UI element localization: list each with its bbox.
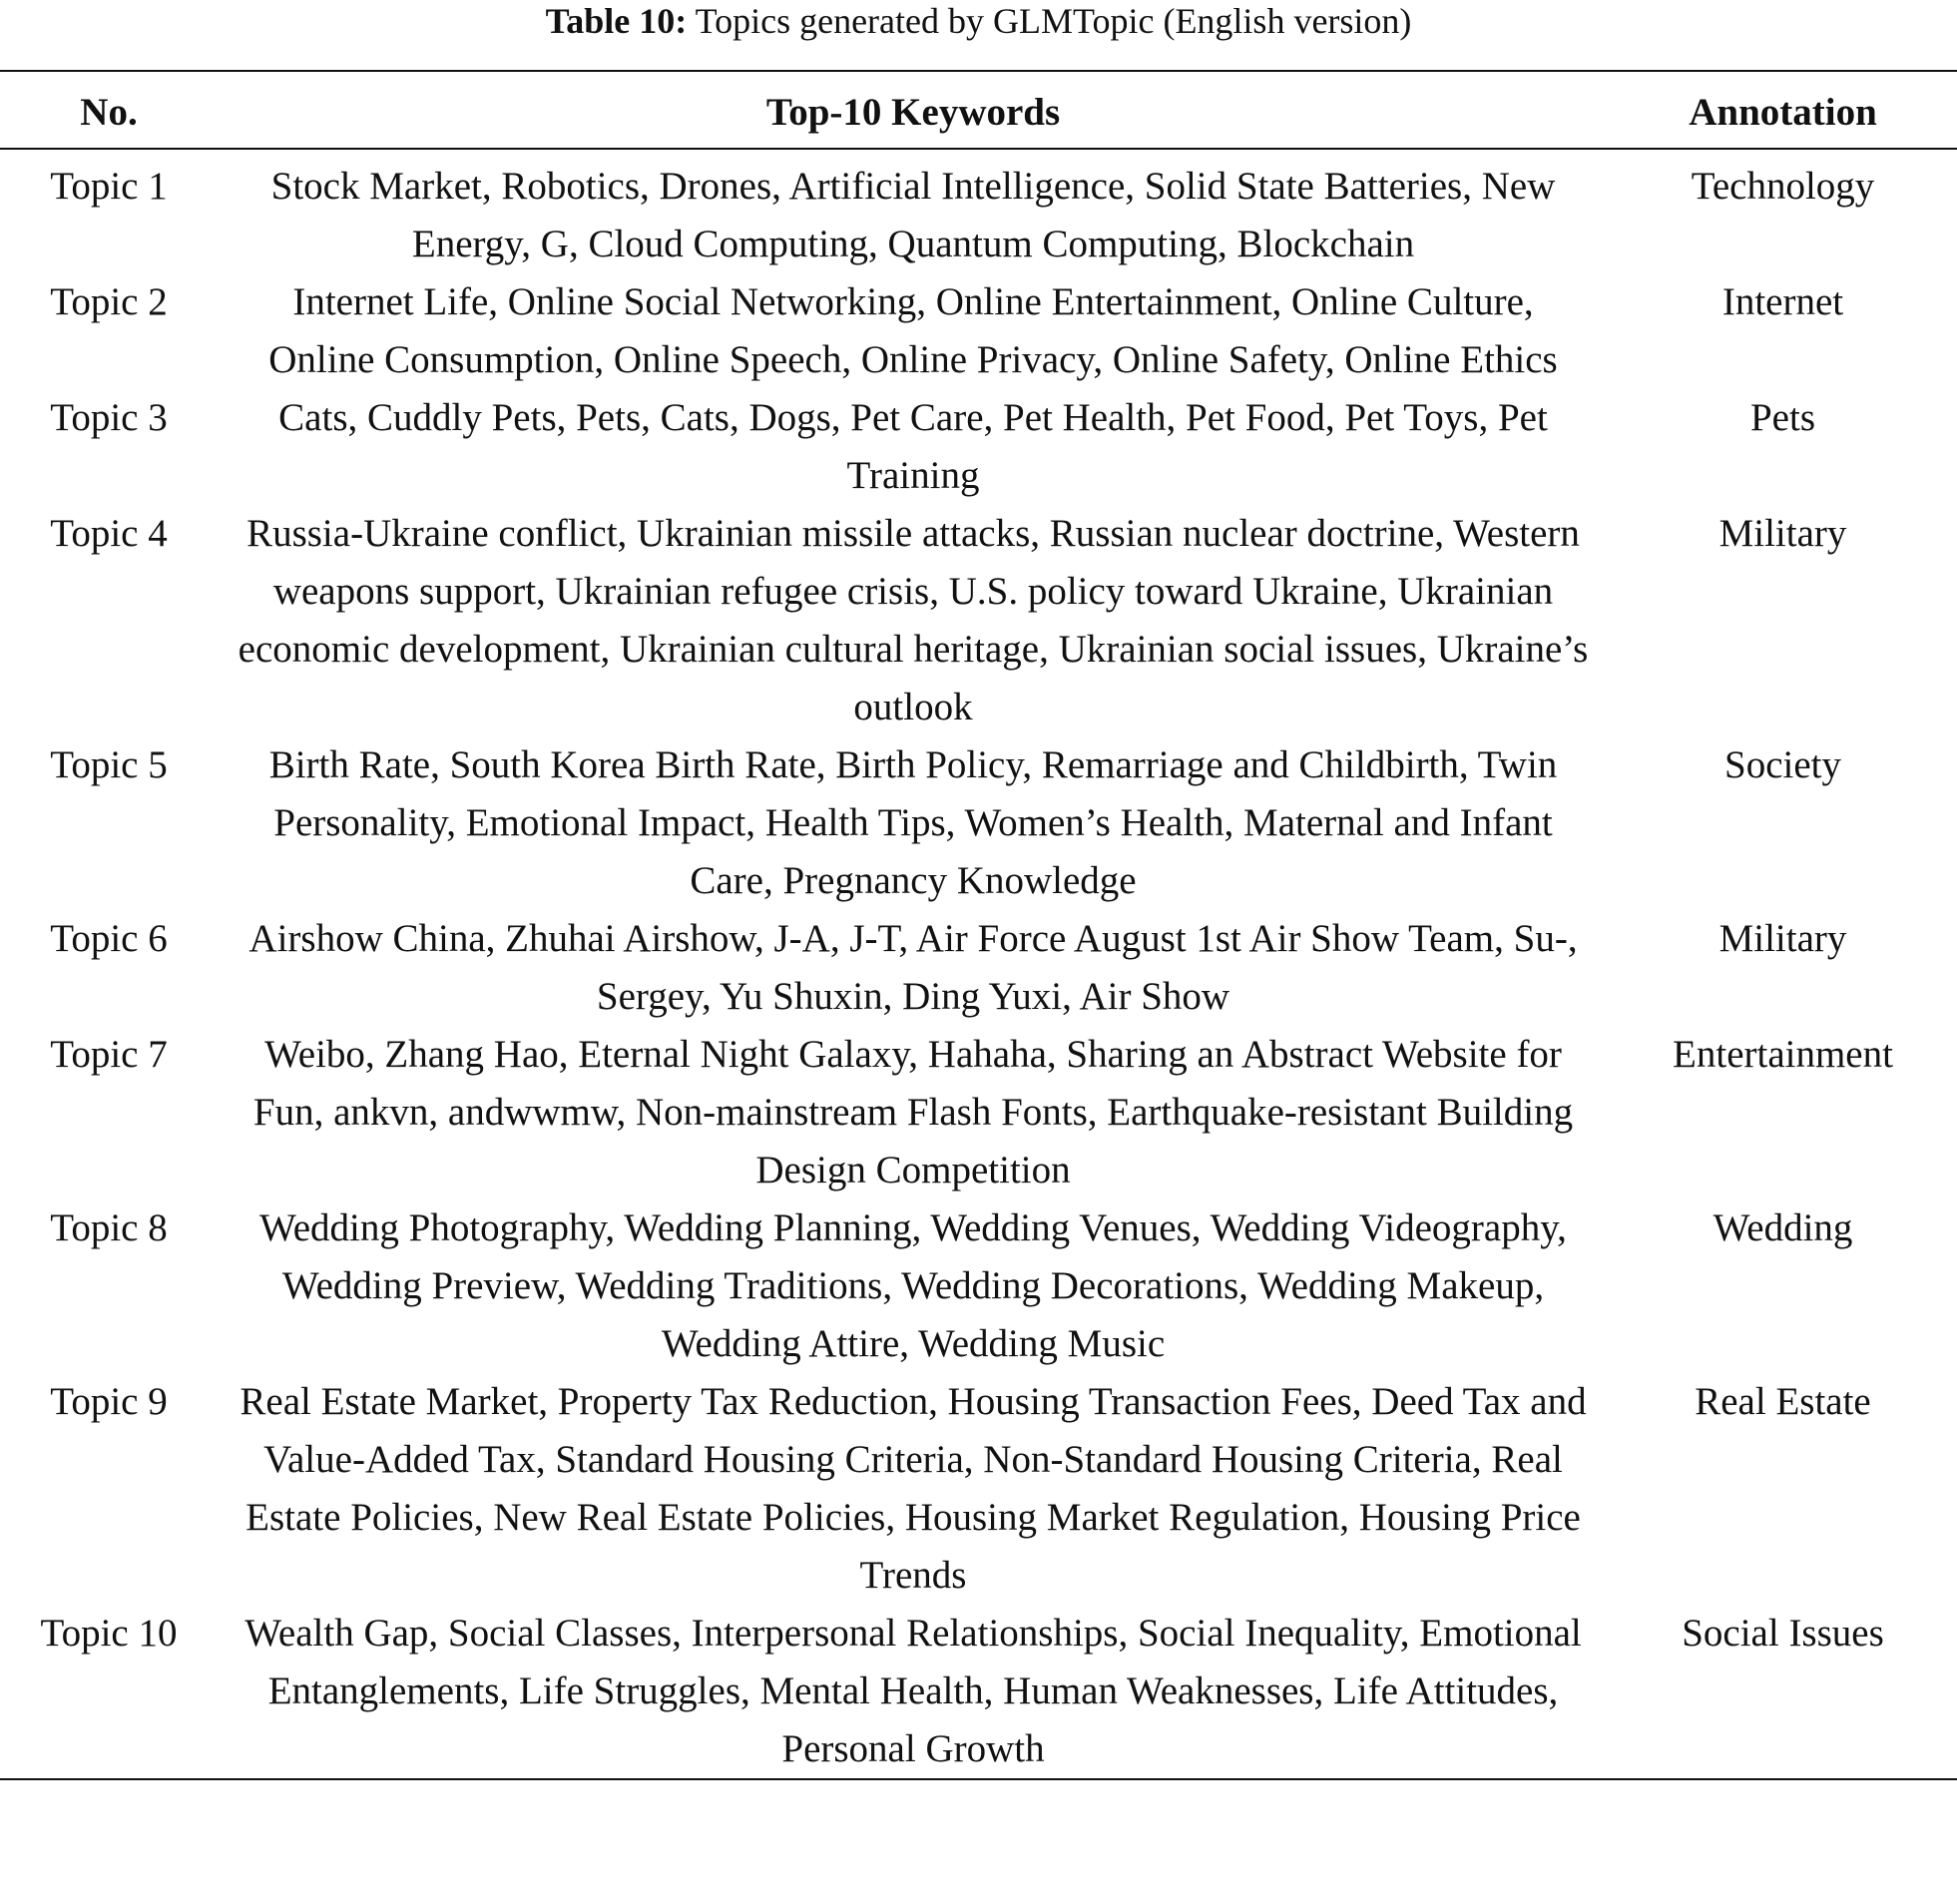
- topic-annotation: Wedding: [1712, 1206, 1853, 1249]
- topic-keywords: Russia-Ukraine conflict, Ukrainian missi…: [238, 512, 1589, 728]
- topic-number: Topic 3: [50, 396, 168, 439]
- topic-annotation: Real Estate: [1695, 1380, 1871, 1423]
- topic-number: Topic 2: [50, 280, 168, 323]
- topic-number: Topic 8: [50, 1206, 168, 1249]
- topic-annotation: Military: [1718, 917, 1847, 960]
- table-row: Topic 6 Airshow China, Zhuhai Airshow, J-…: [0, 910, 1957, 1026]
- table-row: Topic 2 Internet Life, Online Social Netw…: [0, 273, 1957, 389]
- header-no: No.: [80, 91, 138, 134]
- topic-keywords: Internet Life, Online Social Networking,…: [268, 280, 1558, 381]
- topic-annotation: Pets: [1749, 396, 1815, 439]
- header-keywords: Top-10 Keywords: [765, 91, 1061, 134]
- topic-number: Topic 9: [50, 1380, 168, 1423]
- topic-annotation: Entertainment: [1673, 1033, 1893, 1076]
- topic-number: Topic 1: [50, 165, 168, 208]
- topic-annotation: Internet: [1721, 280, 1844, 323]
- table-row: Topic 4 Russia-Ukraine conflict, Ukrainia…: [0, 505, 1957, 736]
- topic-keywords: Wealth Gap, Social Classes, Interpersona…: [245, 1612, 1582, 1770]
- topic-number: Topic 7: [50, 1033, 168, 1076]
- topic-number: Topic 4: [50, 512, 168, 555]
- header-row: No. Top-10 Keywords Annotation: [0, 71, 1957, 149]
- topic-number: Topic 5: [50, 743, 168, 786]
- topic-keywords: Birth Rate, South Korea Birth Rate, Birt…: [268, 743, 1558, 902]
- topic-annotation: Society: [1724, 743, 1841, 786]
- table-row: Topic 5 Birth Rate, South Korea Birth Rat…: [0, 736, 1957, 910]
- topic-annotation: Social Issues: [1682, 1612, 1884, 1655]
- topic-keywords: Cats, Cuddly Pets, Pets, Cats, Dogs, Pet…: [278, 396, 1548, 497]
- header-annotation: Annotation: [1689, 91, 1877, 134]
- table-row: Topic 10 Wealth Gap, Social Classes, Inte…: [0, 1605, 1957, 1779]
- topics-table: No. Top-10 Keywords Annotation Topic 1 St…: [0, 70, 1957, 1780]
- table-row: Topic 9 Real Estate Market, Property Tax …: [0, 1373, 1957, 1605]
- topic-annotation: Military: [1718, 512, 1847, 555]
- caption-text: Topics generated by GLMTopic (English ve…: [695, 1, 1412, 41]
- table-row: Topic 8 Wedding Photography, Wedding Plan…: [0, 1199, 1957, 1373]
- topic-number: Topic 6: [50, 917, 168, 960]
- table-row: Topic 3 Cats, Cuddly Pets, Pets, Cats, Do…: [0, 389, 1957, 505]
- table-row: Topic 1 Stock Market, Robotics, Drones, A…: [0, 149, 1957, 273]
- topic-annotation: Technology: [1691, 165, 1875, 208]
- topic-keywords: Airshow China, Zhuhai Airshow, J-A, J-T,…: [248, 917, 1578, 1018]
- topic-number: Topic 10: [40, 1612, 178, 1655]
- table-caption: Table 10: Topics generated by GLMTopic (…: [0, 0, 1957, 42]
- topic-keywords: Weibo, Zhang Hao, Eternal Night Galaxy, …: [252, 1033, 1574, 1191]
- caption-label: Table 10:: [545, 1, 688, 41]
- topic-keywords: Stock Market, Robotics, Drones, Artifici…: [270, 165, 1556, 265]
- table-row: Topic 7 Weibo, Zhang Hao, Eternal Night G…: [0, 1026, 1957, 1199]
- topic-keywords: Real Estate Market, Property Tax Reducti…: [240, 1380, 1587, 1597]
- topic-keywords: Wedding Photography, Wedding Planning, W…: [259, 1206, 1567, 1365]
